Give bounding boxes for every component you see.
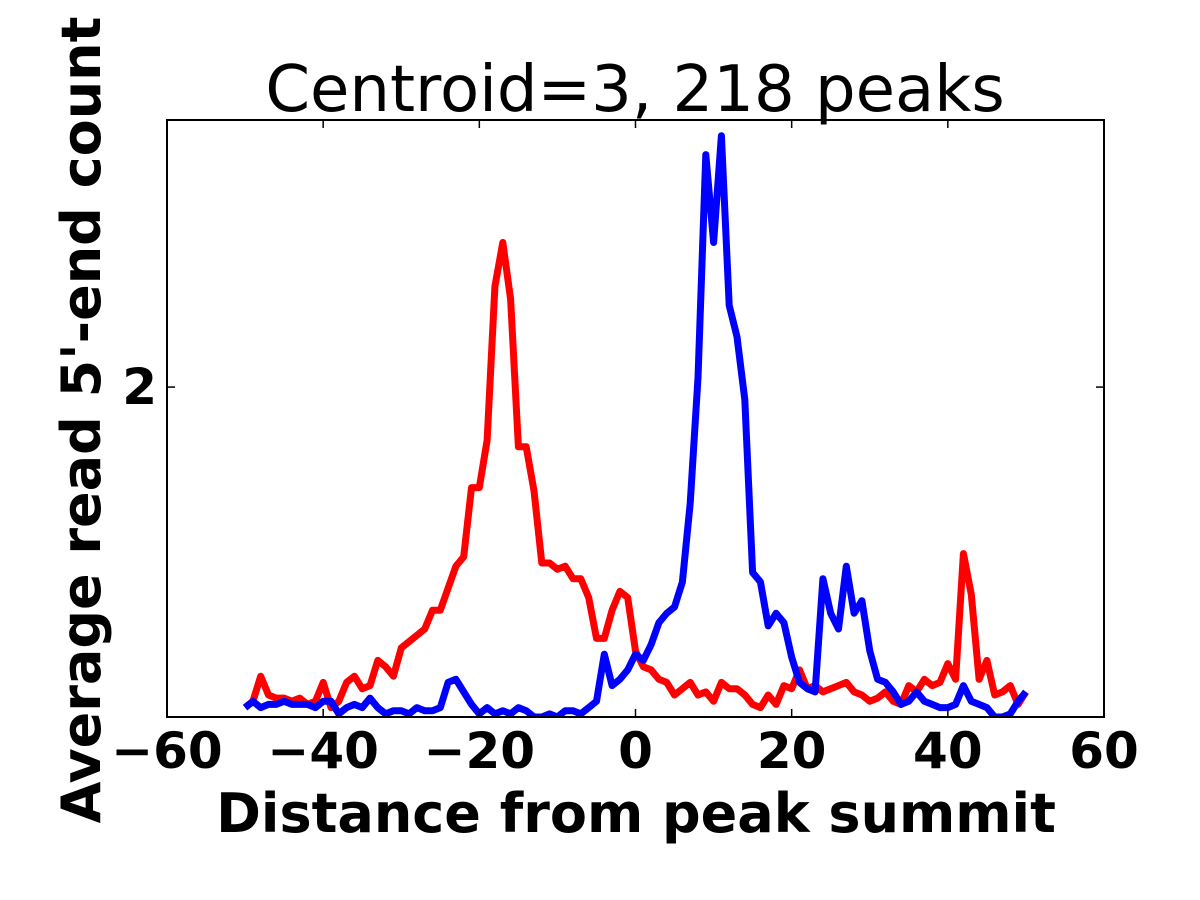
x-tick-label: 20	[757, 722, 827, 780]
y-axis-label: Average read 5'-end count	[50, 17, 113, 824]
plot-area	[242, 132, 1029, 717]
plot-frame	[166, 119, 1105, 718]
y-tick-label: 2	[122, 358, 157, 416]
x-tick-label: 40	[913, 722, 983, 780]
chart-title: Centroid=3, 218 peaks	[265, 53, 1004, 127]
x-tick-label: −20	[424, 722, 535, 780]
series-line-blue	[242, 132, 1029, 717]
x-axis-label: Distance from peak summit	[216, 782, 1056, 845]
x-tick-label: 60	[1069, 722, 1139, 780]
x-tick-label: −60	[111, 722, 222, 780]
tick-labels: −60 −40 −20 0 20 40 60 2	[111, 358, 1139, 780]
x-tick-label: −40	[267, 722, 378, 780]
x-tick-label: 0	[618, 722, 653, 780]
